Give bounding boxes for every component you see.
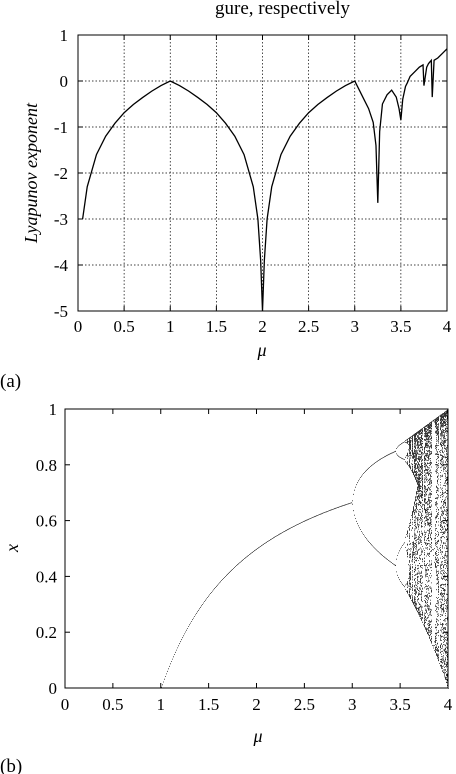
y-tick-label: 0 — [49, 679, 58, 698]
header-fragment: gure, respectively — [215, 0, 351, 19]
x-tick-label: 0 — [61, 695, 70, 714]
y-axis-label: x — [2, 544, 22, 553]
bifurcation-points — [161, 409, 449, 689]
x-tick-label: 2.5 — [298, 317, 319, 336]
x-tick-labels: 0 0.5 1 1.5 2 2.5 3 3.5 4 — [74, 317, 452, 336]
x-tick-label: 1.5 — [198, 695, 219, 714]
x-tick-label: 2 — [252, 695, 261, 714]
y-tick-labels: 1 0 -1 -2 -3 -4 -5 — [54, 26, 69, 321]
y-tick-label: 0 — [60, 72, 69, 91]
lyapunov-line — [81, 48, 448, 312]
y-tick-label: -5 — [54, 302, 68, 321]
y-tick-label: 0.8 — [36, 456, 57, 475]
x-tick-label: 0.5 — [102, 695, 123, 714]
panel-label-b: (b) — [0, 756, 22, 774]
x-tick-label: 2.5 — [294, 695, 315, 714]
x-tick-label: 3.5 — [390, 317, 411, 336]
x-tick-label: 0.5 — [114, 317, 135, 336]
x-tick-label: 3 — [348, 695, 357, 714]
x-tick-label: 2 — [258, 317, 267, 336]
y-tick-labels: 1 0.8 0.6 0.4 0.2 0 — [36, 400, 58, 698]
x-tick-label: 4 — [443, 317, 452, 336]
x-axis-label: μ — [252, 726, 262, 746]
y-tick-label: 1 — [49, 400, 58, 419]
y-tick-label: -1 — [54, 118, 68, 137]
bifurcation-chart: 0 0.5 1 1.5 2 2.5 3 3.5 4 1 0.8 0.6 0.4 0.2 0 μ x (b) — [0, 400, 453, 774]
x-tick-label: 0 — [74, 317, 83, 336]
x-tick-label: 3 — [351, 317, 360, 336]
panel-label-a: (a) — [0, 371, 21, 392]
tick-marks — [64, 408, 449, 689]
y-tick-label: -3 — [54, 210, 68, 229]
tick-marks — [77, 34, 448, 312]
x-axis-label: μ — [256, 340, 266, 360]
bifurcation-scatter — [161, 409, 449, 689]
x-tick-label: 3.5 — [390, 695, 411, 714]
y-tick-label: -2 — [54, 164, 68, 183]
y-tick-label: 0.6 — [36, 512, 57, 531]
y-tick-label: 1 — [60, 26, 69, 45]
x-tick-label: 1.5 — [206, 317, 227, 336]
y-axis-label: Lyapunov exponent — [21, 102, 41, 244]
grid-lines — [78, 35, 447, 311]
y-tick-label: 0.4 — [36, 567, 58, 586]
x-tick-label: 1 — [157, 695, 166, 714]
y-tick-label: -4 — [54, 256, 69, 275]
x-tick-label: 4 — [444, 695, 453, 714]
x-tick-labels: 0 0.5 1 1.5 2 2.5 3 3.5 4 — [61, 695, 453, 714]
y-tick-label: 0.2 — [36, 623, 57, 642]
lyapunov-chart: 0 0.5 1 1.5 2 2.5 3 3.5 4 1 0 -1 -2 -3 -4 -5 μ Lyapuno… — [0, 26, 452, 392]
x-tick-label: 1 — [166, 317, 175, 336]
plot-frame — [64, 408, 449, 689]
